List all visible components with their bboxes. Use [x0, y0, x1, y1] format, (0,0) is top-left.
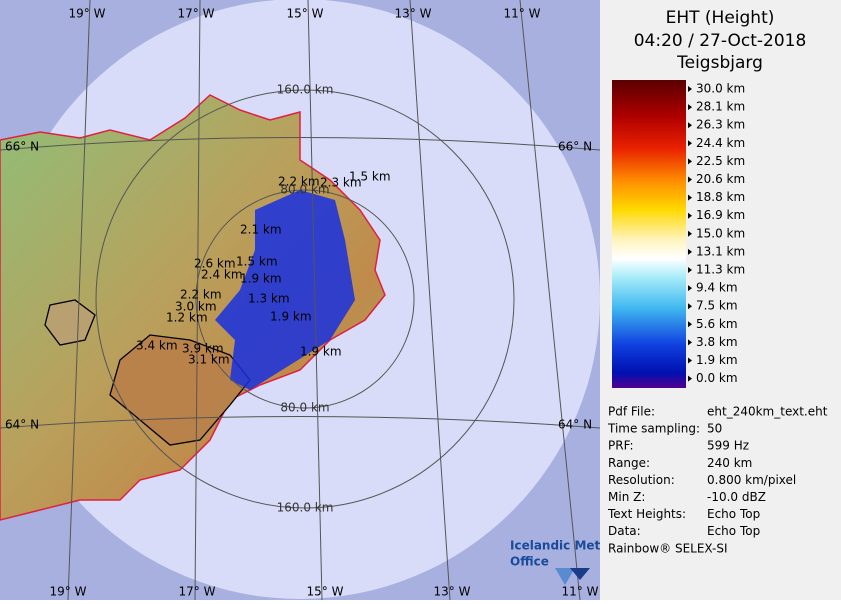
echo-top-label: 3.0 km [175, 300, 217, 314]
glacier [44, 299, 96, 346]
legend-tick [688, 86, 692, 92]
echo-top-label: 2.4 km [201, 268, 243, 282]
info-label: PRF: [608, 439, 634, 453]
legend-tick [688, 140, 692, 147]
title: EHT (Height) [666, 8, 775, 28]
echo-top-label: 1.2 km [166, 311, 208, 325]
map [0, 0, 601, 601]
legend-tick [688, 248, 692, 255]
legend-label: 9.4 km [696, 281, 738, 295]
info-value: Echo Top [707, 524, 760, 538]
legend-label: 28.1 km [696, 100, 745, 114]
echo-top-label: 2.2 km [278, 175, 320, 189]
echo-top-label: 3.4 km [136, 339, 178, 353]
legend-tick [688, 230, 692, 237]
station: Teigsbjarg [676, 53, 763, 73]
info-value: 50 [707, 422, 722, 436]
longitude-label: 13° W [395, 7, 432, 21]
legend-label: 1.9 km [696, 353, 738, 367]
logo: Icelandic Met Office [510, 539, 601, 585]
echo-top-label: 1.9 km [240, 272, 282, 286]
echo-top-label: 1.9 km [300, 345, 342, 359]
legend-label: 3.8 km [696, 335, 738, 349]
longitude-label: 19° W [50, 585, 87, 599]
legend-label: 0.0 km [696, 371, 738, 385]
range-ring-label: 160.0 km [277, 83, 334, 97]
echo-top-label: 2.6 km [194, 257, 236, 271]
legend-tick [688, 104, 692, 111]
echo-top-label: 3.9 km [182, 342, 224, 356]
legend-label: 7.5 km [696, 299, 738, 313]
echo-top-label: 1.5 km [236, 255, 278, 269]
info-value: 599 Hz [707, 439, 749, 453]
legend-tick [688, 339, 692, 346]
longitude-label: 17° W [178, 7, 215, 21]
latitude-label: 64° N [5, 418, 39, 432]
logo-text: Office [510, 555, 549, 569]
legend-label: 5.6 km [696, 317, 738, 331]
info-value: 0.800 km/pixel [707, 473, 796, 487]
range-ring-label: 80.0 km [280, 401, 329, 415]
echo-top-label: 2.2 km [180, 288, 222, 302]
info-label: Range: [608, 456, 650, 470]
latitude-label: 64° N [558, 418, 592, 432]
legend-tick [688, 212, 692, 219]
graticule [0, 0, 601, 601]
info-value: Echo Top [707, 507, 760, 521]
echo-area [215, 190, 355, 390]
longitude-label: 13° W [434, 585, 471, 599]
legend-tick [688, 285, 692, 292]
longitude-label: 11° W [504, 7, 541, 21]
echo-top-label: 1.3 km [248, 292, 290, 306]
info-label: Min Z: [608, 490, 645, 504]
longitude-label: 19° W [69, 7, 106, 21]
legend-label: 30.0 km [696, 82, 745, 96]
echo-top-label: 3.1 km [188, 353, 230, 367]
info-label: Pdf File: [608, 405, 655, 419]
legend-label: 20.6 km [696, 172, 745, 186]
echo-top-label: 2.3 km [320, 176, 362, 190]
legend-label: 11.3 km [696, 263, 745, 277]
echo-top-label: 1.5 km [349, 170, 391, 184]
legend-tick [688, 321, 692, 328]
legend-label: 24.4 km [696, 136, 745, 150]
info-label: Text Heights: [607, 507, 686, 521]
range-ring-label: 160.0 km [277, 501, 334, 515]
legend-tick [688, 303, 692, 310]
legend-label: 15.0 km [696, 226, 745, 240]
logo-text: Icelandic Met [510, 539, 601, 553]
info-value: eht_240km_text.eht [707, 405, 828, 419]
footer: Rainbow® SELEX-SI [608, 542, 728, 556]
legend-label: 22.5 km [696, 154, 745, 168]
legend-tick [688, 176, 692, 183]
longitude-label: 15° W [287, 7, 324, 21]
info-label: Time sampling: [607, 422, 700, 436]
info-value: 240 km [707, 456, 752, 470]
legend-label: 13.1 km [696, 244, 745, 258]
legend-label: 26.3 km [696, 118, 745, 132]
echo-top-label: 1.9 km [270, 310, 312, 324]
info-label: Data: [608, 524, 641, 538]
legend-tick [688, 158, 692, 165]
legend-label: 16.9 km [696, 208, 745, 222]
info-value: -10.0 dBZ [707, 490, 766, 504]
legend-label: 18.8 km [696, 190, 745, 204]
legend-tick [688, 122, 692, 129]
longitude-label: 11° W [562, 585, 599, 599]
legend-tick [688, 375, 692, 382]
latitude-label: 66° N [5, 140, 39, 154]
longitude-label: 17° W [179, 585, 216, 599]
legend-tick [688, 267, 692, 273]
info-label: Resolution: [608, 473, 675, 487]
longitude-label: 15° W [307, 585, 344, 599]
range-ring-label: 80.0 km [280, 183, 329, 197]
legend-tick [688, 194, 692, 201]
time: 04:20 / 27-Oct-2018 [634, 31, 807, 51]
color-bar [612, 80, 686, 388]
legend-tick [688, 357, 692, 364]
echo-top-label: 2.1 km [240, 223, 282, 237]
latitude-label: 66° N [558, 140, 592, 154]
